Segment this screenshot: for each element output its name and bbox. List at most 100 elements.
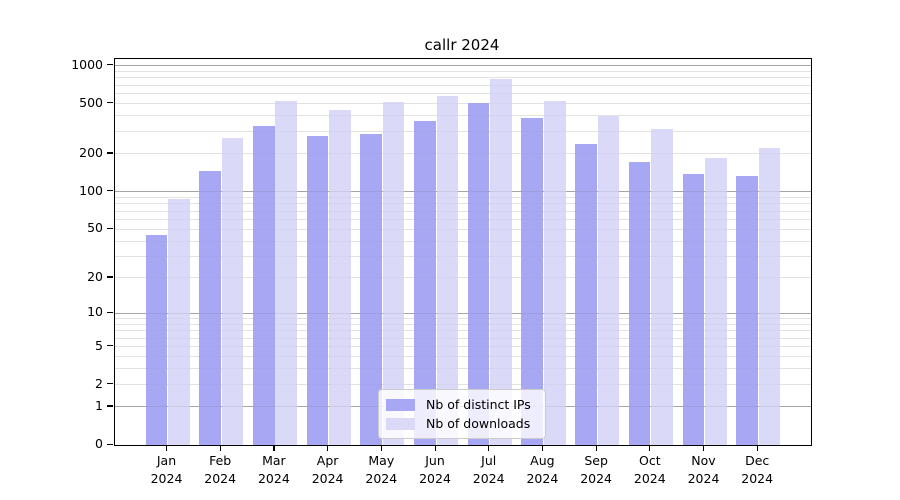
x-tick [273,445,275,451]
gridline [115,368,811,370]
y-tick-label: 2 [95,375,103,391]
bar-nov-downloads [705,157,727,445]
x-tick [756,445,758,451]
x-tick-month: Oct [638,453,661,468]
gridline [115,337,811,339]
gridline [115,240,811,242]
bar-oct-downloads [651,129,673,445]
bar-mar-distinct-ips [252,125,275,445]
gridline [115,153,811,155]
x-tick [219,445,221,451]
legend-swatch-downloads [386,417,415,430]
gridline [115,65,811,67]
gridline [115,384,811,386]
x-tick-label: Aug 2024 [512,452,572,488]
gridline [115,277,811,279]
gridline [115,191,811,193]
x-tick-year: 2024 [204,471,237,486]
y-tick [107,443,113,445]
bar-apr-downloads [329,110,351,445]
y-tick [107,227,113,229]
y-tick-label: 200 [79,144,103,160]
bar-feb-downloads [221,138,244,445]
x-tick-month: Jan [156,453,177,468]
gridline [115,356,811,358]
bar-aug-downloads [543,101,566,445]
x-tick-month: Sep [584,453,608,468]
gridline [115,346,811,348]
gridline [115,330,811,332]
y-tick-label: 10 [87,304,103,320]
bar-jun-downloads [436,95,459,445]
gridline [115,277,811,279]
gridline [115,255,811,257]
y-tick [107,152,113,154]
bar-may-distinct-ips [360,134,382,445]
y-tick-label: 100 [79,182,103,198]
gridline [115,196,811,198]
x-tick-label: Oct 2024 [620,452,680,488]
y-tick [107,190,113,192]
x-tick [595,445,597,451]
bar-nov-distinct-ips [682,173,705,445]
gridline [115,77,811,79]
gridlines-under [115,59,811,445]
chart-title: callr 2024 [424,36,500,54]
bar-jul-distinct-ips [467,103,490,445]
bar-jan-downloads [168,198,190,445]
x-tick-label: Jan 2024 [137,452,197,488]
x-tick [327,445,329,451]
x-tick [380,445,382,451]
x-tick-label: May 2024 [351,452,411,488]
y-tick [107,383,113,385]
x-tick-year: 2024 [419,471,451,486]
gridline [115,356,811,358]
y-tick-label: 5 [95,337,103,353]
bar-sep-downloads [597,115,620,445]
bar-jan-distinct-ips [145,234,168,445]
y-tick-label: 50 [87,220,103,236]
y-tick-label: 500 [79,94,103,110]
x-tick-label: Mar 2024 [244,452,304,488]
y-tick-label: 1 [95,397,103,413]
gridline [115,103,811,105]
legend-entry-downloads: Nb of downloads [386,414,537,433]
bar-sep-distinct-ips [575,143,597,445]
x-tick-year: 2024 [580,471,612,486]
x-tick-year: 2024 [741,471,774,486]
gridline [115,93,811,95]
x-tick-label: Dec 2024 [727,452,787,488]
x-tick-year: 2024 [526,471,559,486]
x-tick-year: 2024 [257,471,290,486]
gridline [115,218,811,220]
x-tick-year: 2024 [311,471,344,486]
gridline [115,323,811,325]
gridline [115,210,811,212]
gridline [115,228,811,230]
y-tick [107,311,113,314]
bar-feb-distinct-ips [199,171,221,445]
gridline [115,368,811,370]
legend-entry-distinct-ips: Nb of distinct IPs [386,395,537,414]
bar-dec-distinct-ips [736,175,758,445]
gridline [115,218,811,220]
x-tick-year: 2024 [633,471,666,486]
gridline [115,131,811,133]
gridline [115,255,811,257]
y-tick [107,276,113,278]
x-tick-label: Jun 2024 [405,452,465,488]
gridline [115,210,811,212]
gridline [115,203,811,205]
gridline [115,330,811,332]
x-tick-month: Mar [262,453,286,468]
gridline [115,318,811,320]
y-tick [107,405,113,407]
gridline [115,93,811,95]
x-tick-year: 2024 [687,471,720,486]
gridline [115,71,811,73]
gridline [115,203,811,205]
y-tick-label: 20 [87,268,103,284]
gridline [115,337,811,339]
x-tick [434,445,436,451]
x-tick [541,445,544,451]
